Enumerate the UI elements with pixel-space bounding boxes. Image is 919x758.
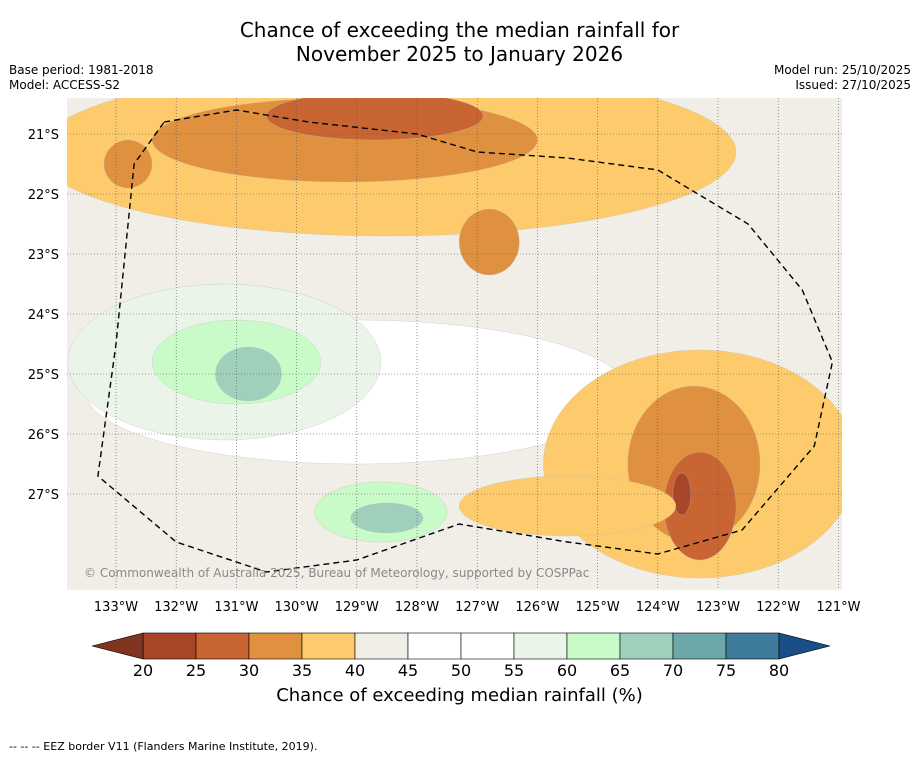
colorbar-tick-label: 50 <box>451 661 471 680</box>
base-period: Base period: 1981-2018 <box>9 63 154 77</box>
x-tick-label: 124°W <box>636 600 680 615</box>
x-tick-label: 132°W <box>154 600 198 615</box>
x-tick-label: 121°W <box>816 600 860 615</box>
region-dry-patch-126W <box>458 208 520 276</box>
y-tick-label: 21°S <box>28 128 59 143</box>
colorbar-label: Chance of exceeding median rainfall (%) <box>276 685 643 706</box>
eez-footnote: -- -- -- EEZ border V11 (Flanders Marine… <box>9 740 318 753</box>
colorbar-segment <box>354 632 409 660</box>
x-tick-label: 127°W <box>455 600 499 615</box>
x-tick-label: 125°W <box>576 600 620 615</box>
title-line-2: November 2025 to January 2026 <box>295 42 624 66</box>
colorbar-segment <box>672 632 727 660</box>
colorbar-tick-label: 45 <box>398 661 418 680</box>
region-east-core <box>672 472 692 516</box>
title-line-1: Chance of exceeding the median rainfall … <box>239 18 680 42</box>
meta-right: Model run: 25/10/2025 Issued: 27/10/2025 <box>774 63 911 93</box>
colorbar-under-arrow <box>91 632 144 660</box>
x-tick-label: 122°W <box>756 600 800 615</box>
colorbar-tick-label: 35 <box>292 661 312 680</box>
colorbar-tick-label: 70 <box>663 661 683 680</box>
colorbar-segment <box>142 632 197 660</box>
model-run: Model run: 25/10/2025 <box>773 63 911 77</box>
y-tick-label: 24°S <box>28 308 59 323</box>
region-southeast-dry <box>458 475 677 537</box>
x-tick-label: 130°W <box>275 600 319 615</box>
x-tick-label: 126°W <box>515 600 559 615</box>
colorbar-tick-label: 30 <box>239 661 259 680</box>
y-tick-label: 22°S <box>28 188 59 203</box>
meta-left: Base period: 1981-2018 Model: ACCESS-S2 <box>9 63 154 93</box>
colorbar-tick-label: 80 <box>769 661 789 680</box>
region-south-wettest <box>350 502 424 534</box>
x-tick-label: 123°W <box>696 600 740 615</box>
y-tick-label: 27°S <box>28 488 59 503</box>
y-tick-label: 23°S <box>28 248 59 263</box>
colorbar-tick-label: 25 <box>186 661 206 680</box>
colorbar-tick-label: 55 <box>504 661 524 680</box>
colorbar-tick-label: 65 <box>610 661 630 680</box>
colorbar-segment <box>407 632 462 660</box>
copyright-text: © Commonwealth of Australia 2025, Bureau… <box>84 566 589 580</box>
region-west-wettest <box>215 346 282 402</box>
region-north-driest <box>266 98 484 141</box>
colorbar-segment <box>619 632 674 660</box>
y-tick-label: 26°S <box>28 428 59 443</box>
colorbar-over-arrow <box>778 632 831 660</box>
x-tick-label: 131°W <box>214 600 258 615</box>
model-name: Model: ACCESS-S2 <box>9 78 121 92</box>
colorbar-segment <box>460 632 515 660</box>
colorbar-tick-label: 40 <box>345 661 365 680</box>
colorbar-tick-label: 20 <box>133 661 153 680</box>
y-tick-label: 25°S <box>28 368 59 383</box>
region-dry-patch-133W <box>103 139 153 189</box>
colorbar-tick-label: 75 <box>716 661 736 680</box>
colorbar-segment <box>248 632 303 660</box>
issued-date: Issued: 27/10/2025 <box>795 78 911 92</box>
colorbar-tick-label: 60 <box>557 661 577 680</box>
x-tick-label: 129°W <box>335 600 379 615</box>
colorbar-segment <box>195 632 250 660</box>
colorbar-segment <box>301 632 356 660</box>
colorbar-segment <box>566 632 621 660</box>
colorbar-segment <box>513 632 568 660</box>
x-tick-label: 128°W <box>395 600 439 615</box>
colorbar-segment <box>725 632 780 660</box>
x-tick-label: 133°W <box>94 600 138 615</box>
chart-title: Chance of exceeding the median rainfall … <box>0 18 919 66</box>
